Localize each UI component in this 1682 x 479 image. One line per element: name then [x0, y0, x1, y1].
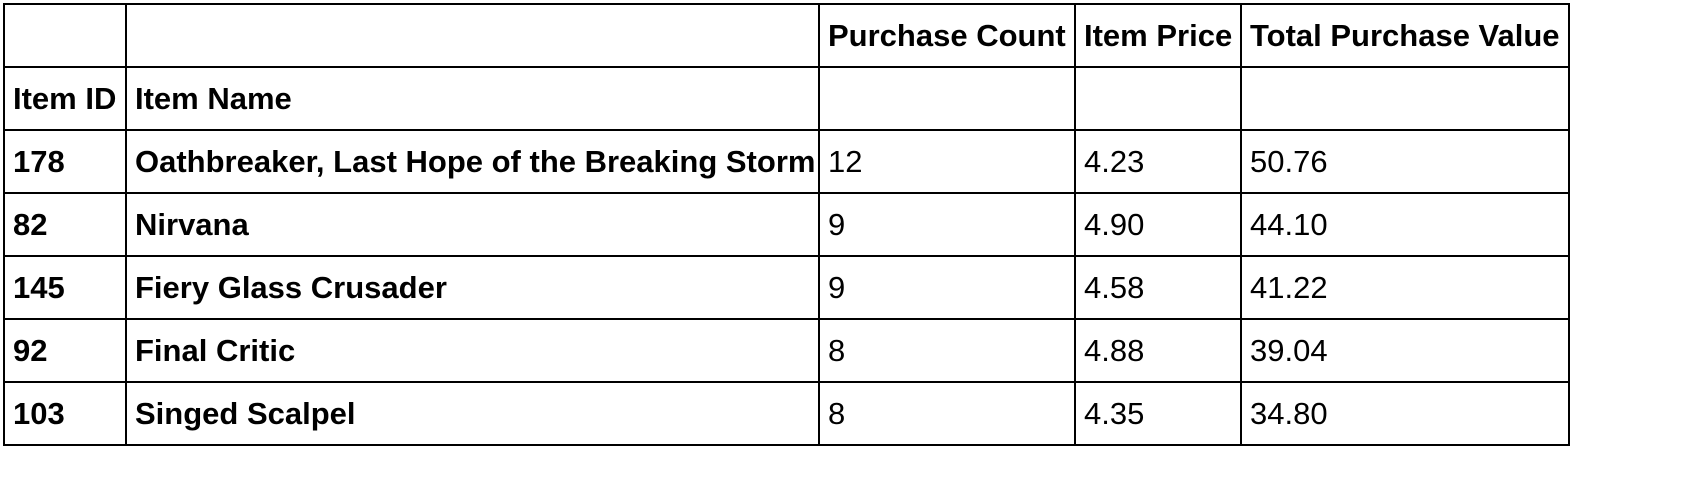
header-row: Item ID Item Name — [3, 66, 1570, 131]
cell-purchase-count: 12 — [818, 129, 1076, 194]
cell-item-id: 145 — [3, 255, 127, 320]
cell-total-purchase-value: 41.22 — [1240, 255, 1570, 320]
data-table-container: Purchase Count Item Price Total Purchase V… — [3, 3, 1570, 446]
column-header-item-id — [3, 3, 127, 68]
cell-item-price: 4.90 — [1074, 192, 1242, 257]
cell-total-purchase-value: 34.80 — [1240, 381, 1570, 446]
cell-total-purchase-value: 44.10 — [1240, 192, 1570, 257]
column-header-total-purchase-value: Total Purchase Value — [1240, 3, 1570, 68]
cell-purchase-count: 9 — [818, 255, 1076, 320]
column-header-item-id: Item ID — [3, 66, 127, 131]
cell-item-price: 4.58 — [1074, 255, 1242, 320]
data-table: Purchase Count Item Price Total Purchase V… — [3, 3, 1570, 446]
cell-purchase-count: 9 — [818, 192, 1076, 257]
cell-item-id: 82 — [3, 192, 127, 257]
cell-item-id: 92 — [3, 318, 127, 383]
cell-item-id: 103 — [3, 381, 127, 446]
table-row: 92 Final Critic 8 4.88 39.04 — [3, 318, 1570, 383]
cell-total-purchase-value: 39.04 — [1240, 318, 1570, 383]
cell-item-price: 4.23 — [1074, 129, 1242, 194]
cell-item-name: Fiery Glass Crusader — [125, 255, 820, 320]
cell-purchase-count: 8 — [818, 318, 1076, 383]
cell-purchase-count: 8 — [818, 381, 1076, 446]
table-row: 82 Nirvana 9 4.90 44.10 — [3, 192, 1570, 257]
table-row: 145 Fiery Glass Crusader 9 4.58 41.22 — [3, 255, 1570, 320]
cell-item-price: 4.35 — [1074, 381, 1242, 446]
header-row: Purchase Count Item Price Total Purchase V… — [3, 3, 1570, 68]
column-header-purchase-count: Purchase Count — [818, 3, 1076, 68]
column-header-purchase-count — [818, 66, 1076, 131]
cell-item-name: Nirvana — [125, 192, 820, 257]
cell-item-id: 178 — [3, 129, 127, 194]
table-row: 103 Singed Scalpel 8 4.35 34.80 — [3, 381, 1570, 446]
table-row: 178 Oathbreaker, Last Hope of the Breakin… — [3, 129, 1570, 194]
column-header-item-price: Item Price — [1074, 3, 1242, 68]
column-header-item-name: Item Name — [125, 66, 820, 131]
column-header-item-name — [125, 3, 820, 68]
column-header-total-purchase-value — [1240, 66, 1570, 131]
cell-item-price: 4.88 — [1074, 318, 1242, 383]
cell-item-name: Final Critic — [125, 318, 820, 383]
column-header-item-price — [1074, 66, 1242, 131]
cell-item-name: Oathbreaker, Last Hope of the Breaking S… — [125, 129, 820, 194]
table-body: 178 Oathbreaker, Last Hope of the Breakin… — [3, 129, 1570, 446]
table-header: Purchase Count Item Price Total Purchase V… — [3, 3, 1570, 131]
cell-item-name: Singed Scalpel — [125, 381, 820, 446]
cell-total-purchase-value: 50.76 — [1240, 129, 1570, 194]
